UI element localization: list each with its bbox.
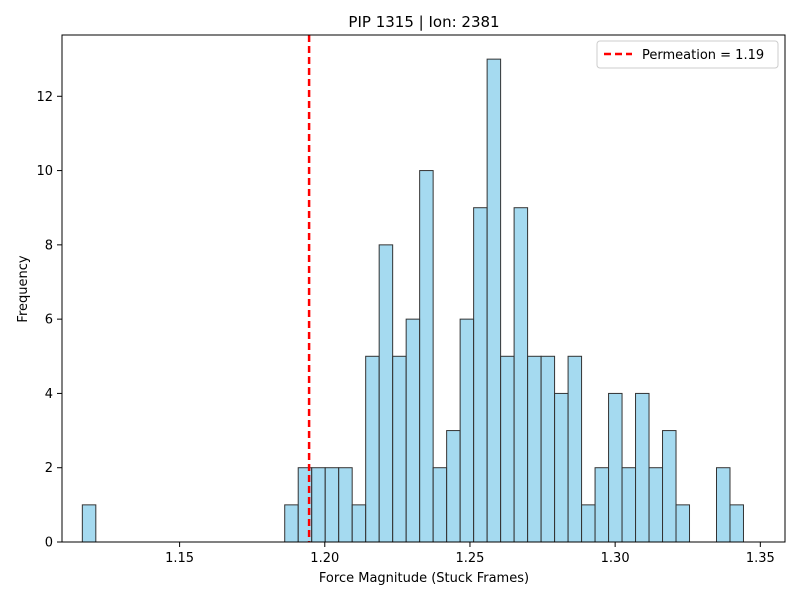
y-tick-label: 8 — [45, 238, 53, 253]
histogram-bar — [594, 467, 610, 543]
histogram-bar — [284, 504, 299, 543]
histogram-bar — [675, 504, 691, 543]
histogram-bar — [365, 355, 380, 543]
x-tick-label: 1.35 — [746, 551, 775, 566]
x-tick-label: 1.15 — [165, 551, 194, 566]
histogram-bar — [432, 467, 448, 543]
histogram-bar — [311, 467, 326, 543]
y-tick-label: 4 — [45, 387, 53, 402]
histogram-bar — [662, 430, 677, 543]
histogram-bar — [540, 355, 556, 543]
histogram-bar — [608, 392, 623, 543]
legend-entry-label: Permeation = 1.19 — [642, 48, 764, 63]
chart-title: PIP 1315 | Ion: 2381 — [348, 13, 499, 31]
histogram-bar — [459, 318, 475, 543]
histogram-bar — [729, 504, 744, 543]
y-tick-label: 2 — [45, 461, 53, 476]
legend: Permeation = 1.19 — [596, 40, 779, 69]
histogram-bar — [554, 392, 569, 543]
histogram-bar — [351, 504, 367, 543]
histogram-bar — [473, 207, 488, 543]
x-tick-label: 1.25 — [455, 551, 484, 566]
histogram-bar — [527, 355, 542, 543]
histogram-bar — [338, 467, 353, 543]
histogram-bar — [513, 207, 529, 543]
histogram-bar — [405, 318, 421, 543]
x-tick-label: 1.20 — [310, 551, 339, 566]
y-tick-label: 12 — [36, 90, 53, 105]
y-axis-label: Frequency — [16, 255, 31, 322]
histogram-bar — [81, 504, 97, 543]
histogram-bar — [621, 467, 637, 543]
x-axis-label: Force Magnitude (Stuck Frames) — [319, 571, 529, 586]
y-tick-label: 0 — [45, 536, 53, 551]
histogram-bar — [486, 58, 502, 543]
y-tick-label: 6 — [45, 313, 53, 328]
histogram-bar — [581, 504, 596, 543]
histogram-bar — [500, 355, 515, 543]
legend-box — [596, 40, 779, 69]
x-axis-ticks: 1.15 1.20 1.25 1.30 1.35 — [165, 542, 775, 566]
histogram-bar — [446, 430, 461, 543]
histogram-bar — [567, 355, 583, 543]
plot-area-frame — [61, 34, 786, 543]
x-tick-label: 1.30 — [601, 551, 630, 566]
histogram-bar — [635, 392, 650, 543]
histogram-bar — [392, 355, 407, 543]
histogram-bar — [378, 244, 394, 543]
histogram-bar — [716, 467, 731, 543]
histogram-bar — [324, 467, 340, 543]
histogram-bar — [648, 467, 664, 543]
y-tick-label: 10 — [36, 164, 53, 179]
histogram-bar — [419, 170, 434, 543]
y-axis-ticks: 0 2 4 6 8 10 12 — [36, 90, 62, 551]
